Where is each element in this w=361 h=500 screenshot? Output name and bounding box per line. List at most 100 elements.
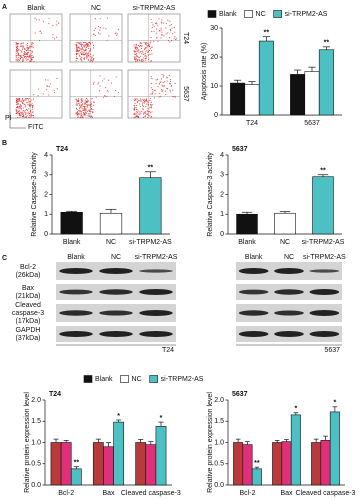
y-axis-label: Relative Caspase-3 activity bbox=[207, 152, 214, 237]
bar bbox=[139, 177, 162, 235]
band bbox=[99, 289, 133, 295]
cytometry-dot bbox=[32, 45, 34, 47]
cytometry-dot bbox=[148, 43, 150, 45]
cytometry-dot bbox=[169, 83, 171, 85]
cytometry-dot bbox=[144, 55, 146, 57]
cytometry-dot bbox=[134, 108, 136, 110]
cytometry-dot bbox=[26, 98, 28, 100]
cytometry-dot bbox=[144, 57, 146, 59]
bar bbox=[60, 442, 72, 486]
cytometry-dot bbox=[87, 52, 89, 54]
cytometry-dot bbox=[18, 103, 20, 105]
bar bbox=[258, 40, 274, 116]
cytometry-dot bbox=[24, 116, 26, 118]
cytometry-dot bbox=[135, 113, 137, 115]
cytometry-dot bbox=[147, 116, 149, 118]
cytometry-dot bbox=[52, 34, 54, 36]
cytometry-dot bbox=[16, 51, 18, 53]
cytometry-dot bbox=[140, 47, 143, 50]
cytometry-dot bbox=[83, 58, 85, 60]
cytometry-dot bbox=[161, 84, 163, 86]
cytometry-dot bbox=[84, 102, 86, 104]
cytometry-dot bbox=[78, 53, 80, 55]
cytometry-dot bbox=[15, 56, 17, 58]
cytometry-dot bbox=[135, 55, 137, 58]
band bbox=[99, 310, 133, 316]
y-tick-label: 2.0 bbox=[214, 397, 224, 404]
cytometry-dot bbox=[30, 45, 32, 47]
cytometry-dot bbox=[90, 101, 92, 103]
cytometry-dot bbox=[24, 54, 26, 56]
cytometry-dot bbox=[31, 42, 33, 44]
legend-swatch bbox=[207, 10, 217, 18]
cytometry-dot bbox=[19, 116, 21, 118]
cytometry-dot bbox=[86, 45, 88, 47]
cytometry-dot bbox=[151, 78, 153, 80]
cytometry-dot bbox=[87, 45, 89, 47]
axis-label: FITC bbox=[28, 124, 44, 131]
cytometry-dot bbox=[79, 107, 81, 109]
cytometry-dot bbox=[76, 108, 78, 110]
cytometry-dot bbox=[20, 114, 22, 116]
cytometry-dot bbox=[147, 101, 149, 103]
cytometry-dot bbox=[83, 101, 85, 103]
cytometry-dot bbox=[143, 116, 145, 118]
cytometry-plot bbox=[127, 13, 181, 63]
cytometry-dot bbox=[147, 45, 149, 47]
cytometry-dot bbox=[20, 105, 22, 107]
cytometry-dot bbox=[88, 109, 90, 111]
cytometry-dot bbox=[30, 54, 32, 56]
cytometry-dot bbox=[173, 37, 175, 39]
cytometry-dot bbox=[90, 53, 92, 55]
cytometry-dot bbox=[19, 100, 21, 102]
cytometry-dot bbox=[144, 112, 146, 114]
cytometry-dot bbox=[98, 26, 100, 28]
cytometry-dot bbox=[33, 60, 35, 63]
cytometry-dot bbox=[17, 113, 19, 115]
cytometry-dot bbox=[153, 30, 155, 32]
cytometry-dot bbox=[32, 42, 34, 45]
error-bar bbox=[254, 466, 260, 469]
cytometry-dot bbox=[81, 98, 83, 100]
cytometry-dot bbox=[139, 111, 141, 113]
cytometry-dot bbox=[56, 88, 58, 90]
cytometry-dot bbox=[81, 47, 83, 49]
cytometry-dot bbox=[20, 45, 22, 47]
cytometry-dot bbox=[88, 47, 90, 49]
cytometry-dot bbox=[90, 98, 92, 100]
cytometry-dot bbox=[16, 109, 18, 111]
cytometry-dot bbox=[147, 104, 149, 106]
cytometry-dot bbox=[48, 23, 50, 25]
cytometry-dot bbox=[135, 115, 137, 117]
cytometry-dot bbox=[83, 41, 85, 44]
column-label: si-TRPM2-AS bbox=[133, 5, 176, 12]
cytometry-dot bbox=[80, 101, 82, 103]
cytometry-dot bbox=[93, 81, 95, 83]
band bbox=[274, 331, 304, 337]
cytometry-dot bbox=[27, 52, 29, 54]
bar bbox=[304, 71, 320, 116]
cytometry-dot bbox=[137, 55, 139, 57]
legend-swatch bbox=[273, 10, 282, 18]
cytometry-dot bbox=[115, 32, 117, 34]
cytometry-dot bbox=[134, 112, 136, 114]
cytometry-dot bbox=[28, 97, 30, 100]
cytometry-dot bbox=[151, 26, 153, 28]
cytometry-dot bbox=[16, 105, 18, 107]
cytometry-dot bbox=[28, 56, 30, 58]
cytometry-dot bbox=[76, 58, 78, 60]
cytometry-dot bbox=[16, 42, 18, 44]
cytometry-dot bbox=[83, 105, 86, 108]
cytometry-dot bbox=[32, 111, 34, 113]
cytometry-dot bbox=[142, 106, 145, 108]
error-bar bbox=[323, 435, 328, 441]
cytometry-dot bbox=[106, 39, 108, 41]
error-bar bbox=[245, 441, 250, 445]
cytometry-dot bbox=[56, 24, 58, 26]
axis-label: PI bbox=[5, 115, 12, 122]
cytometry-dot bbox=[17, 60, 19, 62]
y-tick-label: 0.0 bbox=[214, 482, 224, 489]
cytometry-dot bbox=[89, 103, 91, 105]
y-tick-label: 2 bbox=[44, 191, 48, 198]
cytometry-dot bbox=[37, 95, 39, 97]
